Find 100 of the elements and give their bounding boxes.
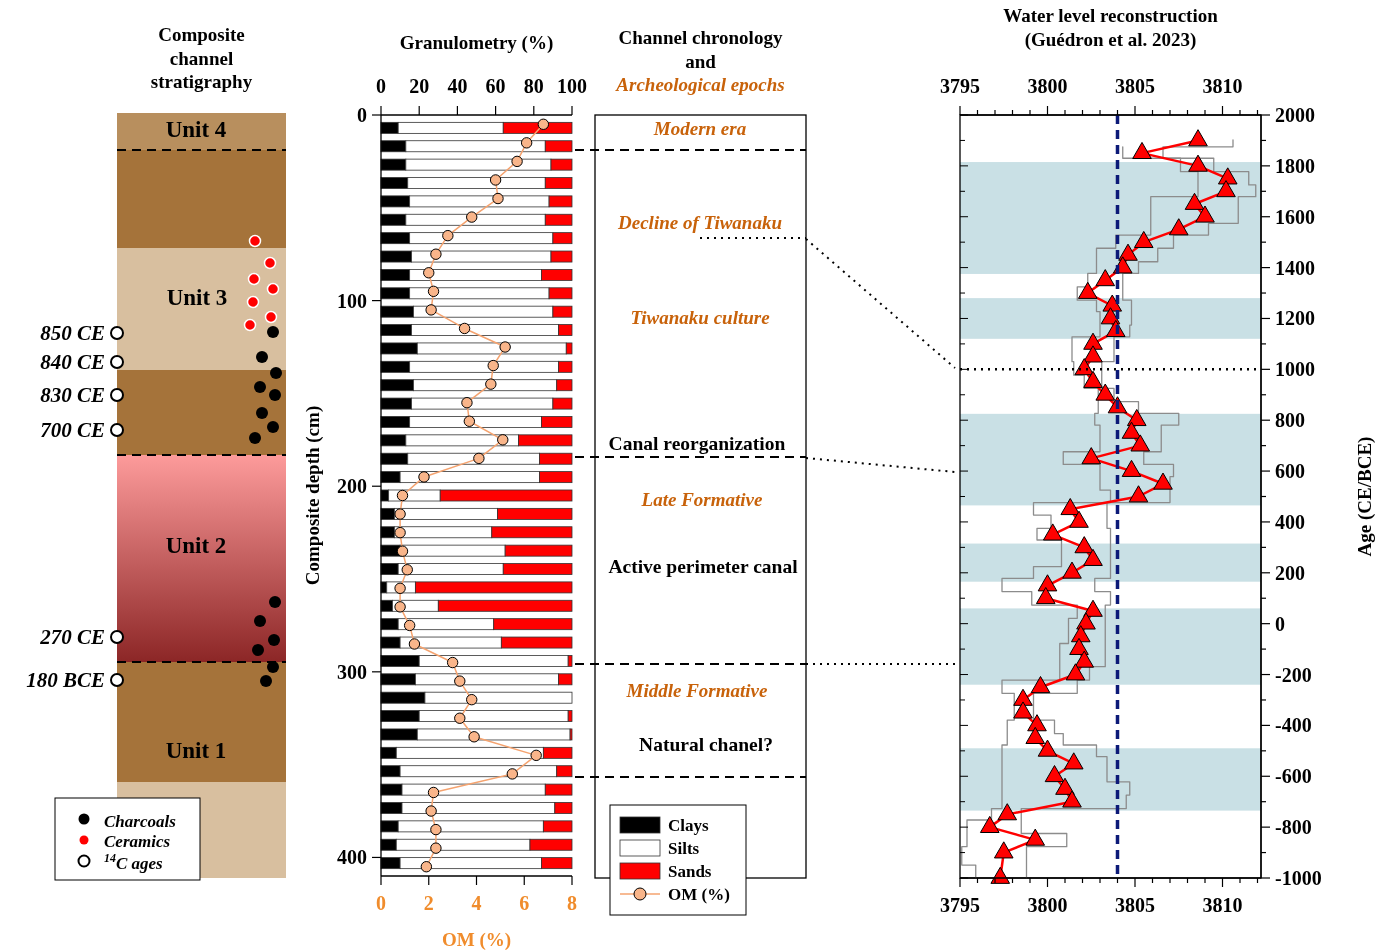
point (1126, 408, 1147, 427)
point (1062, 561, 1082, 579)
point (1133, 230, 1154, 249)
point (466, 211, 478, 223)
y-tick-label: -1000 (1275, 867, 1322, 889)
x-tick-label: 3810 (1202, 894, 1243, 916)
point (430, 823, 442, 836)
y-tick-label: -600 (1275, 765, 1312, 788)
point (1030, 676, 1051, 694)
point (489, 174, 502, 186)
y-axis-title: Composite depth (cm) (302, 405, 324, 586)
text: Modern era (652, 118, 747, 139)
point (511, 155, 523, 168)
y-tick-label: 600 (1275, 460, 1305, 483)
text: 270 CE (39, 625, 105, 649)
point (1217, 167, 1238, 185)
x-tick-label: 3795 (940, 894, 980, 916)
x-axis-title: Granulometry (%) (399, 32, 554, 54)
point (1069, 637, 1089, 655)
point (423, 267, 435, 279)
legend-label: Clays (668, 816, 709, 835)
point (427, 285, 440, 298)
point (1195, 205, 1215, 223)
point (401, 564, 413, 576)
legend-label: Sands (668, 862, 712, 881)
chart-title: Water level reconstruction (1003, 5, 1219, 26)
point (1025, 828, 1046, 846)
point (442, 229, 454, 242)
point (1076, 612, 1096, 630)
point (1184, 192, 1205, 210)
point (454, 675, 466, 687)
point (537, 118, 550, 130)
y-tick-label: 800 (1275, 409, 1305, 432)
point (1083, 548, 1103, 566)
point (1216, 180, 1236, 198)
point (1083, 370, 1103, 388)
text: Archeological epochs (615, 74, 785, 95)
y-axis-title: Age (CE/BCE) (1354, 436, 1376, 557)
point (418, 471, 430, 483)
point (1188, 154, 1208, 172)
point (1128, 485, 1149, 503)
point (487, 359, 499, 372)
text: Composite channel stratigraphy (150, 24, 253, 92)
y-tick-label: 0 (1275, 612, 1285, 635)
x-tick-label: 20 (409, 75, 430, 97)
text: $^{14}$C ages (104, 851, 164, 873)
point (1083, 345, 1103, 363)
text: Channel chronology and (618, 27, 783, 72)
point (1121, 421, 1142, 439)
legend-label: Silts (668, 839, 700, 858)
point (394, 601, 406, 613)
point (427, 786, 440, 799)
x-tick-label: 40 (447, 75, 468, 97)
point (1153, 472, 1173, 490)
point (1095, 383, 1116, 401)
x-tick-label: 4 (471, 892, 482, 914)
chart-subtitle: (Guédron et al. 2023) (1024, 28, 1197, 51)
point (1037, 739, 1058, 757)
point (446, 656, 459, 669)
point (997, 803, 1018, 821)
point (463, 415, 476, 427)
text: Decline of Tiwanaku (617, 212, 782, 233)
y-tick-label: -800 (1275, 816, 1312, 839)
text: Unit 2 (165, 533, 227, 558)
point (1083, 599, 1103, 617)
y-tick-label: 1000 (1275, 358, 1315, 381)
text: Canal reorganization (608, 433, 786, 454)
x-tick-label: 0 (376, 892, 386, 914)
point (1070, 625, 1091, 643)
point (473, 452, 485, 465)
point (530, 749, 542, 762)
point (497, 434, 509, 446)
y-tick-label: 1800 (1275, 154, 1315, 177)
point (1065, 663, 1086, 681)
x-tick-label: 60 (485, 75, 506, 97)
y-tick-label: 2000 (1275, 104, 1315, 126)
point (430, 842, 442, 854)
point (499, 341, 511, 353)
point (458, 322, 471, 335)
point (1077, 281, 1098, 299)
point (506, 768, 519, 780)
point (1095, 269, 1116, 287)
point (1100, 307, 1121, 325)
y-tick-label: 400 (1275, 510, 1305, 533)
x-tick-label: 0 (376, 75, 386, 97)
point (1121, 459, 1142, 477)
x-tick-label: 3800 (1027, 894, 1068, 916)
point (1074, 650, 1095, 668)
point (403, 619, 416, 632)
point (394, 526, 406, 539)
point (468, 731, 480, 743)
point (485, 378, 497, 390)
point (1035, 586, 1056, 605)
legend-label: OM (%) (668, 885, 730, 904)
point (396, 545, 409, 557)
y-tick-label: 0 (357, 104, 367, 126)
text: Unit 3 (166, 285, 228, 310)
point (394, 508, 406, 520)
x-tick-label: 80 (523, 75, 544, 97)
point (1037, 574, 1058, 592)
